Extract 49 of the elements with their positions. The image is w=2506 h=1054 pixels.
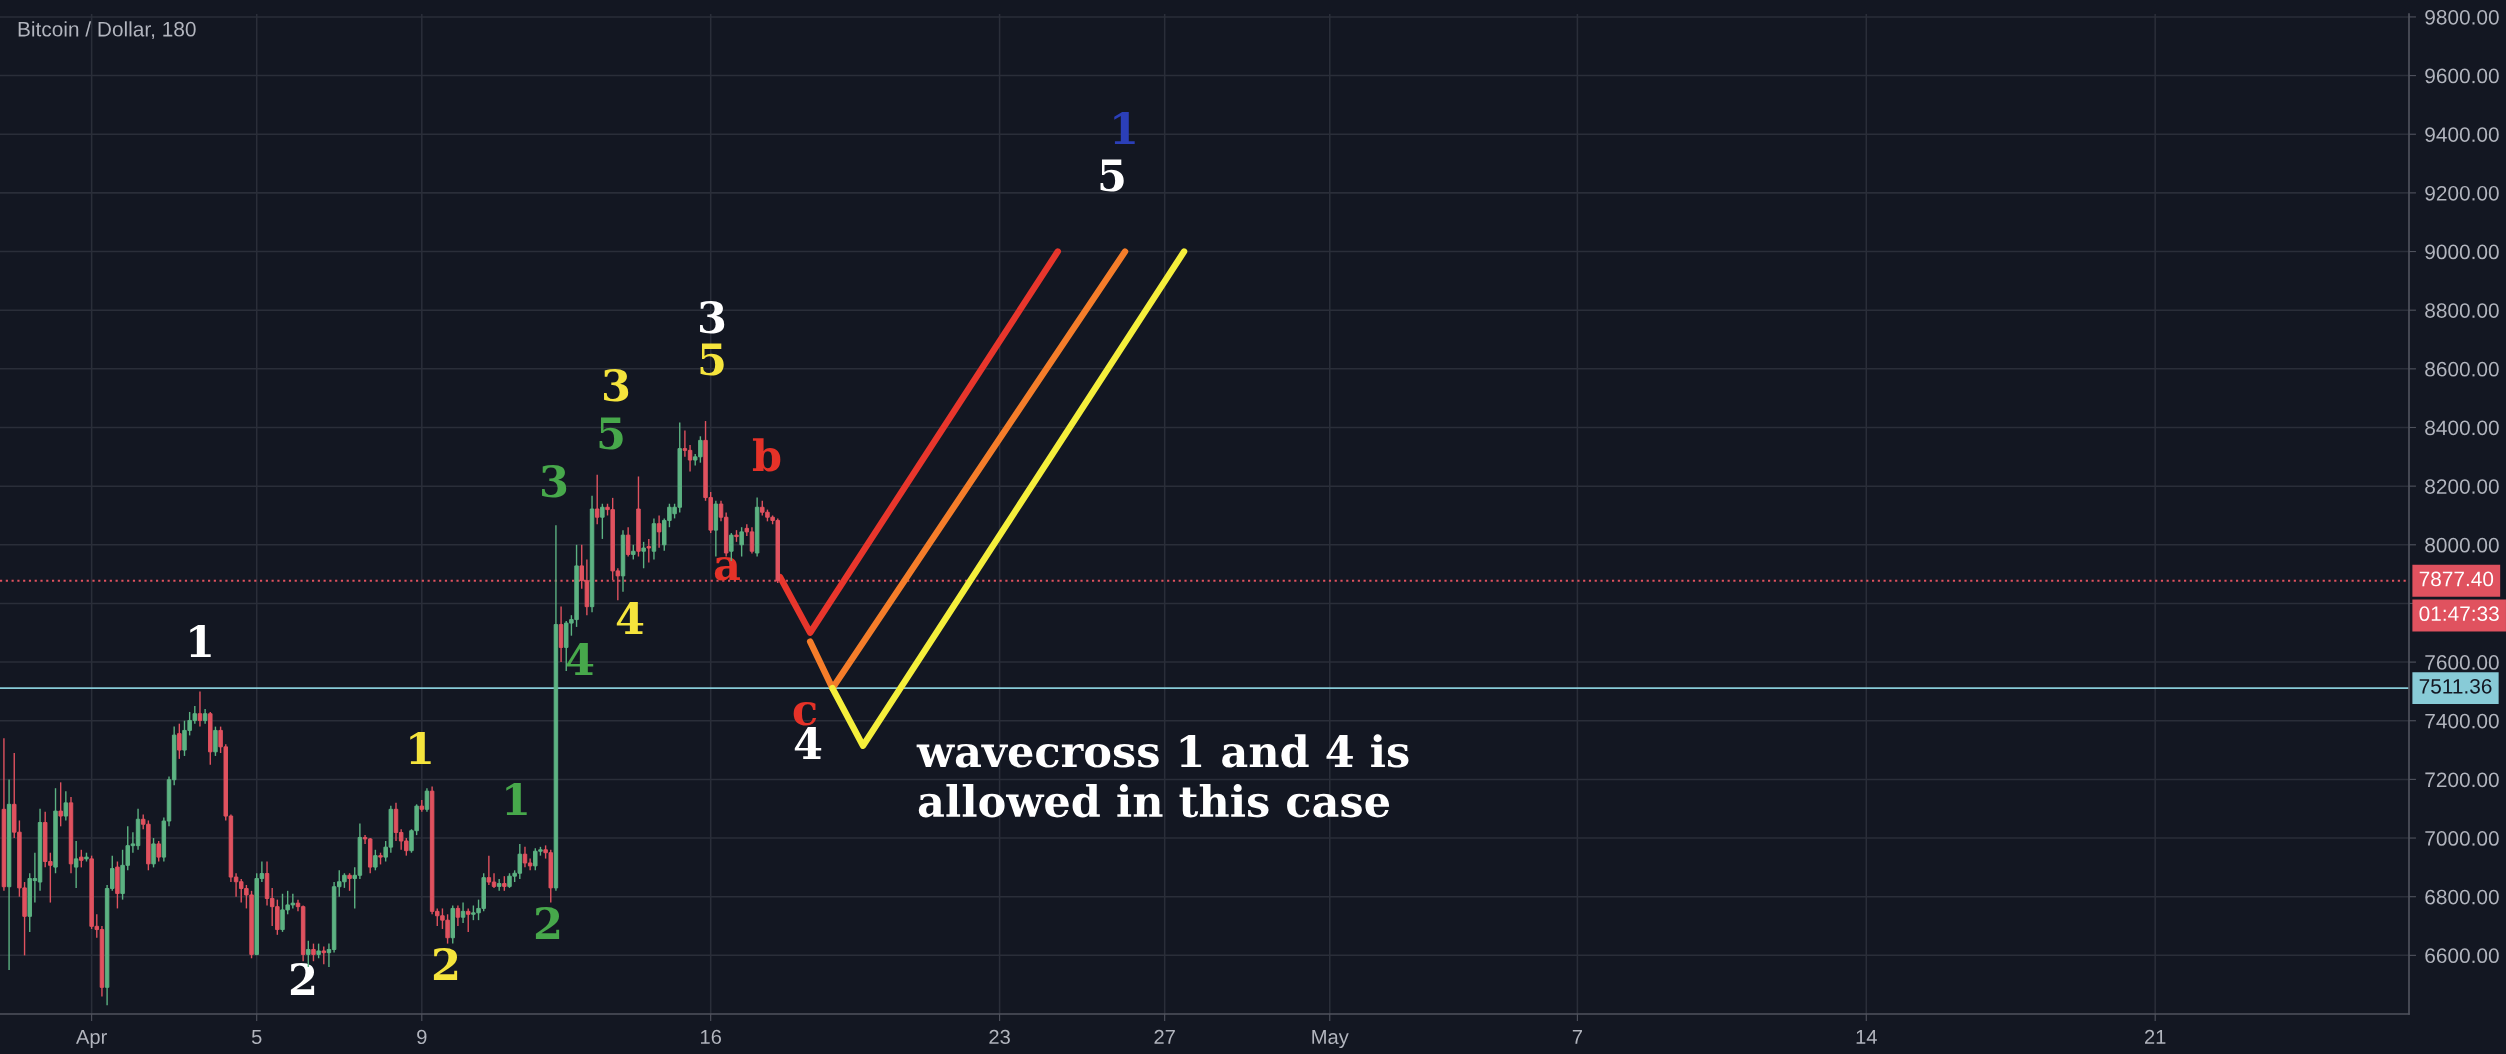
x-tick-label: 21 xyxy=(2145,1029,2166,1044)
x-tick-label: 27 xyxy=(1154,1029,1175,1044)
x-tick-label: 23 xyxy=(989,1029,1010,1045)
y-tick-label: 9000.00 xyxy=(2425,244,2499,260)
x-tick-label: 5 xyxy=(251,1030,262,1045)
annotation: 3 xyxy=(604,368,629,402)
y-tick-label: 9800.00 xyxy=(2425,9,2499,25)
y-tick-label: 7200.00 xyxy=(2425,772,2499,788)
x-tick-label: 14 xyxy=(1856,1030,1877,1044)
annotation: 2 xyxy=(433,947,458,980)
annotation: b xyxy=(752,438,781,472)
y-tick-label: 6800.00 xyxy=(2425,889,2499,905)
annotation: 1 xyxy=(190,624,211,657)
annotation: 5 xyxy=(599,417,623,450)
annotation: 4 xyxy=(616,601,644,634)
y-tick-label: 9400.00 xyxy=(2425,127,2499,142)
x-tick-label: 7 xyxy=(1572,1030,1582,1044)
x-tick-label: 9 xyxy=(417,1029,427,1045)
y-tick-label: 8600.00 xyxy=(2425,361,2499,377)
y-tick-label: 7600.00 xyxy=(2425,655,2499,670)
y-tick-label: 8800.00 xyxy=(2425,303,2499,318)
y-tick-label: 8400.00 xyxy=(2425,420,2499,436)
annotation: 5 xyxy=(700,343,724,376)
y-tick-label: 9200.00 xyxy=(2425,185,2499,201)
ref-line-label: 7877.40 xyxy=(2419,571,2494,587)
annotation: 2 xyxy=(535,906,560,939)
annotation: c xyxy=(793,701,817,726)
annotation: wavecross 1 and 4 is allowed in this case xyxy=(916,734,1409,818)
y-tick-label: 7000.00 xyxy=(2425,831,2499,846)
annotation: 2 xyxy=(290,962,315,995)
y-tick-label: 7400.00 xyxy=(2425,713,2499,729)
chart-title: Bitcoin / Dollar, 180 xyxy=(18,21,196,40)
text: 01:47:33 xyxy=(2419,606,2499,622)
annotation: 3 xyxy=(700,300,725,334)
annotation: 4 xyxy=(794,726,822,759)
annotation: 1 xyxy=(410,731,431,764)
y-tick-label: 8000.00 xyxy=(2425,537,2499,553)
annotation: 1 xyxy=(1114,111,1135,144)
annotation: a xyxy=(714,556,740,581)
ref-line-label: 7511.36 xyxy=(2419,678,2492,694)
x-tick-label: May xyxy=(1312,1030,1349,1049)
annotation: 5 xyxy=(1100,159,1124,192)
annotation: 1 xyxy=(506,782,527,815)
x-tick-label: Apr xyxy=(76,1030,107,1049)
annotation: 3 xyxy=(542,464,567,498)
y-tick-label: 6600.00 xyxy=(2425,948,2499,964)
y-tick-label: 8200.00 xyxy=(2425,479,2499,494)
y-tick-label: 9600.00 xyxy=(2425,68,2499,84)
x-tick-label: 16 xyxy=(701,1029,722,1045)
